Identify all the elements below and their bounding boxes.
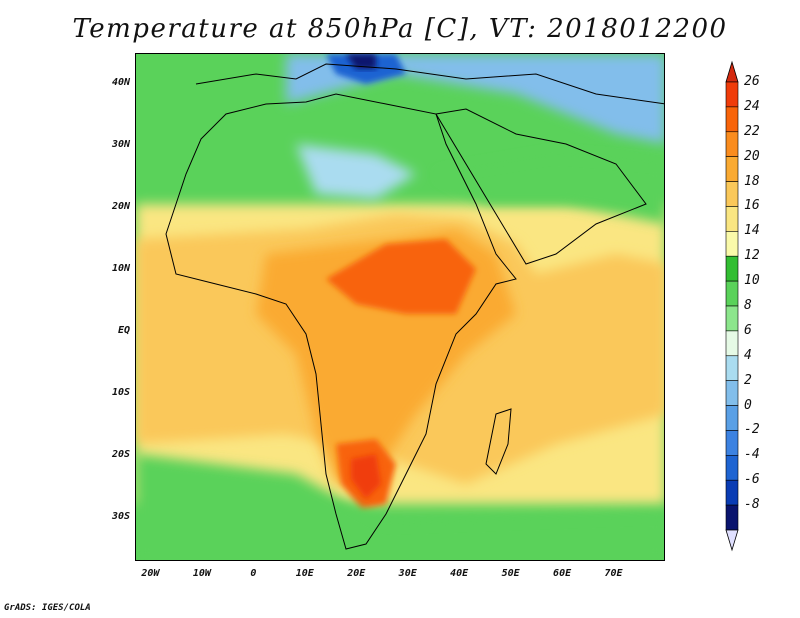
colorbar-label: 22 — [744, 123, 760, 139]
coastlines — [165, 63, 664, 550]
map-canvas — [136, 54, 664, 560]
colorbar-label: 16 — [744, 198, 760, 214]
lon-tick-label: 70E — [604, 568, 623, 579]
lon-tick-label: 40E — [450, 568, 469, 579]
lon-tick-label: 10E — [295, 568, 314, 579]
lat-tick-label: 40N — [111, 76, 130, 88]
colorbar-bottom-arrow — [725, 529, 739, 552]
colorbar-label: 12 — [744, 248, 760, 264]
colorbar-swatch — [725, 455, 739, 481]
map-title: Temperature at 850hPa [C], VT: 201801220… — [72, 14, 728, 44]
colorbar-label: 26 — [744, 74, 760, 89]
colorbar-top-arrow — [725, 60, 739, 83]
colorbar-label: 10 — [744, 273, 760, 289]
temperature-field — [136, 54, 664, 560]
europe-coastline — [195, 63, 664, 105]
colorbar-label: -4 — [744, 447, 760, 463]
colorbar-label: 6 — [744, 322, 752, 338]
colorbar-label: 2 — [744, 372, 752, 388]
colorbar-swatch — [725, 305, 739, 332]
colorbar-swatch — [725, 405, 739, 431]
lon-tick-label: 60E — [553, 568, 572, 579]
lat-tick-label: 20N — [111, 200, 130, 212]
temperature-map — [135, 53, 665, 561]
lat-tick-label: 30S — [111, 510, 130, 522]
field-sahara-cool — [296, 144, 416, 199]
grads-credit: GrADS: IGES/COLA — [4, 603, 91, 613]
lon-tick-label: 10W — [192, 568, 211, 579]
colorbar-swatch — [725, 206, 739, 232]
field-southern-africa-peak — [351, 454, 381, 499]
lat-tick-label: 10N — [111, 262, 130, 274]
colorbar-swatch — [725, 255, 739, 282]
colorbar-swatch — [725, 280, 739, 307]
field-arabia — [436, 154, 664, 224]
lon-tick-label: 50E — [501, 568, 520, 579]
colorbar-label: -2 — [744, 422, 760, 438]
colorbar — [725, 60, 739, 552]
colorbar-label: 8 — [744, 298, 752, 313]
colorbar-label: -8 — [744, 497, 760, 513]
colorbar-label: -6 — [744, 472, 760, 488]
lon-tick-label: 20E — [347, 568, 366, 579]
colorbar-swatch — [725, 131, 739, 157]
field-black-sea-cold — [346, 54, 376, 69]
colorbar-swatch — [725, 330, 739, 357]
madagascar-coastline — [485, 408, 512, 475]
lat-tick-label: EQ — [117, 324, 130, 336]
colorbar-swatch — [725, 81, 739, 108]
colorbar-label: 14 — [744, 223, 760, 239]
colorbar-swatch — [725, 380, 739, 406]
lon-tick-label: 20W — [141, 568, 160, 579]
lat-tick-label: 10S — [111, 386, 130, 398]
colorbar-swatch — [725, 156, 739, 182]
colorbar-label: 4 — [744, 347, 752, 363]
colorbar-swatch — [725, 430, 739, 456]
colorbar-swatch — [725, 355, 739, 381]
lat-tick-label: 30N — [111, 138, 130, 150]
colorbar-swatch — [725, 504, 739, 531]
colorbar-label: 0 — [744, 397, 752, 413]
lon-tick-label: 0 — [250, 568, 257, 579]
africa-coastline — [165, 93, 517, 550]
arabia-coastline — [435, 108, 647, 265]
lat-tick-label: 20S — [111, 448, 130, 460]
colorbar-label: 24 — [744, 98, 760, 114]
colorbar-swatch — [725, 479, 739, 506]
field-southern-ocean — [136, 454, 664, 560]
colorbar-swatch — [725, 106, 739, 133]
field-central-africa-max — [326, 239, 476, 314]
colorbar-swatch — [725, 231, 739, 257]
colorbar-label: 20 — [744, 148, 760, 164]
lon-tick-label: 30E — [398, 568, 417, 579]
colorbar-label: 18 — [744, 173, 760, 189]
colorbar-swatch — [725, 181, 739, 207]
